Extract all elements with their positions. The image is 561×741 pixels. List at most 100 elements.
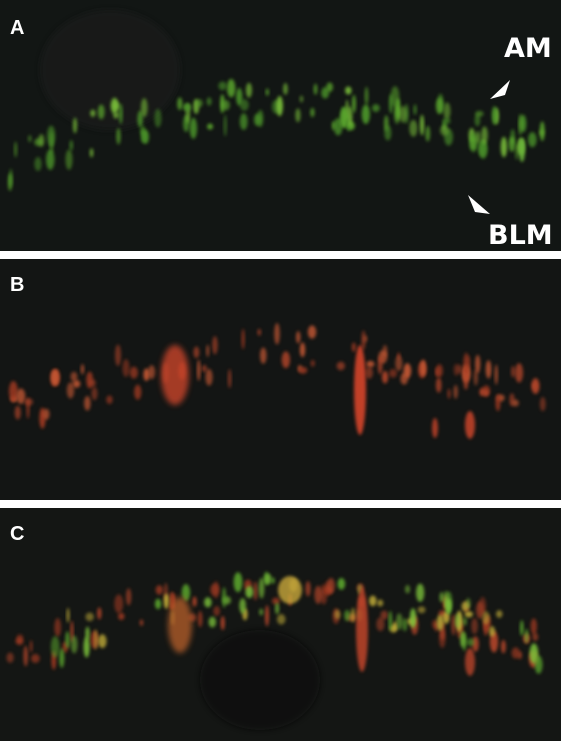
signal-blob: [539, 121, 545, 142]
signal-blob: [193, 346, 200, 359]
signal-blob: [8, 381, 18, 402]
signal-blob: [14, 141, 18, 158]
signal-blob: [530, 618, 537, 635]
signal-blob: [90, 109, 96, 117]
signal-blob: [475, 110, 484, 117]
signal-blob: [206, 344, 210, 357]
signal-blob: [377, 356, 383, 375]
signal-blob: [43, 408, 50, 420]
signal-blob: [154, 598, 162, 610]
signal-blob: [453, 384, 458, 399]
signal-blob: [326, 578, 336, 594]
signal-blob: [125, 588, 132, 606]
signal-blob: [435, 377, 442, 393]
signal-blob: [388, 368, 398, 378]
signal-blob: [122, 359, 130, 378]
signal-blob: [334, 609, 341, 620]
signal-blob: [384, 125, 392, 141]
signal-blob: [139, 619, 144, 626]
signal-blob: [296, 331, 301, 344]
signal-blob: [223, 114, 227, 137]
signal-blob: [177, 97, 183, 111]
signal-blob: [531, 378, 540, 394]
signal-blob: [50, 369, 60, 386]
annotation: BLM: [488, 220, 553, 251]
signal-blob: [70, 635, 78, 654]
signal-blob: [275, 602, 280, 615]
signal-blob: [377, 599, 384, 607]
signal-blob: [473, 369, 478, 386]
signal-blob: [415, 583, 425, 602]
signal-blob: [201, 364, 208, 373]
signal-blob: [253, 581, 258, 601]
signal-blob: [91, 386, 98, 401]
signal-blob: [276, 95, 284, 117]
signal-blob: [204, 597, 212, 608]
signal-blob: [212, 336, 218, 355]
signal-blob: [307, 325, 317, 339]
signal-blob: [371, 104, 380, 113]
signal-blob: [106, 395, 113, 404]
signal-blob: [489, 626, 496, 637]
signal-blob: [140, 98, 148, 118]
signal-blob: [97, 607, 102, 620]
signal-blob: [399, 105, 407, 123]
signal-blob: [299, 95, 304, 103]
signal-blob: [365, 366, 373, 379]
signal-blob: [305, 581, 311, 597]
signal-blob: [471, 618, 478, 635]
signal-blob: [80, 364, 85, 375]
signal-blob: [481, 126, 488, 145]
signal-blob: [258, 577, 265, 599]
signal-blob: [213, 605, 221, 617]
signal-blob: [425, 125, 431, 142]
signal-blob: [366, 360, 375, 368]
signal-blob: [380, 610, 389, 620]
panel-label: A: [10, 17, 24, 39]
signal-blob: [163, 593, 169, 609]
signal-blob: [382, 344, 388, 358]
signal-blob: [14, 405, 21, 420]
signal-blob: [47, 125, 56, 147]
signal-blob: [206, 97, 212, 106]
signal-blob: [259, 608, 264, 616]
signal-blob: [110, 97, 119, 114]
signal-blob: [141, 129, 150, 144]
signal-blob: [134, 384, 142, 400]
signal-blob: [137, 110, 143, 128]
signal-blob: [491, 106, 498, 125]
signal-blob: [361, 330, 366, 350]
signal-blob: [512, 399, 519, 407]
signal-blob: [465, 648, 475, 676]
signal-blob: [361, 104, 370, 125]
signal-blob: [84, 396, 91, 411]
signal-blob: [114, 344, 122, 367]
signal-blob: [310, 107, 315, 118]
signal-blob: [34, 138, 43, 147]
signal-blob: [475, 354, 481, 374]
signal-blob: [337, 578, 346, 590]
signal-blob: [511, 647, 520, 659]
signal-blob: [239, 99, 249, 111]
signal-blob: [129, 366, 138, 379]
signal-blob: [264, 573, 272, 585]
signal-blob: [257, 328, 262, 336]
signal-blob: [94, 628, 98, 650]
signal-blob: [222, 587, 227, 608]
signal-blob: [333, 117, 343, 136]
signal-blob: [351, 342, 356, 353]
signal-blob: [432, 418, 438, 438]
signal-blob: [435, 367, 440, 377]
signal-blob: [196, 99, 203, 108]
arrow-blm: [468, 195, 490, 214]
signal-blob: [72, 117, 78, 134]
signal-blob: [350, 607, 356, 623]
signal-blob: [245, 585, 254, 598]
cell-signals: [6, 78, 546, 676]
signal-blob: [197, 359, 201, 381]
signal-blob: [89, 148, 94, 158]
signal-blob: [27, 135, 32, 143]
signal-blob: [274, 323, 280, 345]
signal-blob: [116, 127, 121, 145]
